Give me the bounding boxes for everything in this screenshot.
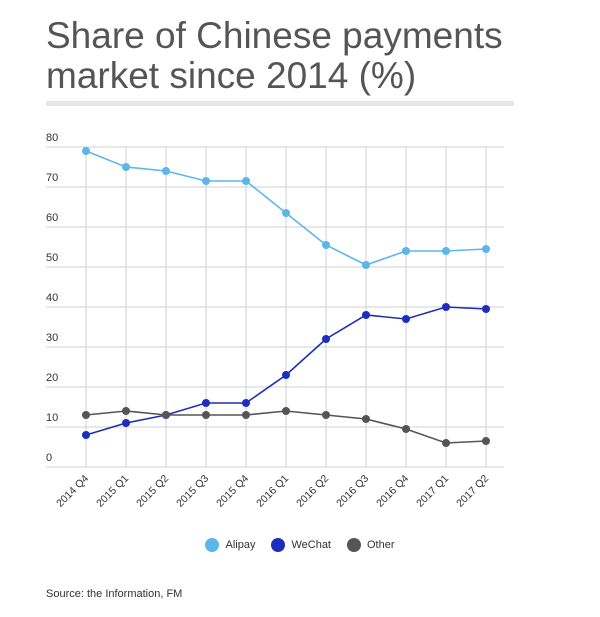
source-note: Source: the Information, FM <box>46 588 183 600</box>
x-tick-label: 2017 Q2 <box>454 473 491 510</box>
x-tick-label: 2016 Q4 <box>374 473 411 510</box>
y-tick-label: 40 <box>46 292 58 304</box>
x-axis-tick-labels: 2014 Q4 2015 Q1 2015 Q2 2015 Q3 2015 Q4 2016 … <box>54 473 491 510</box>
x-tick-label: 2016 Q2 <box>294 473 331 510</box>
y-tick-label: 0 <box>46 452 52 464</box>
data-point-other <box>442 439 450 447</box>
data-point-alipay <box>282 209 290 217</box>
legend-swatch <box>271 538 286 552</box>
x-tick-label: 2015 Q1 <box>94 473 131 510</box>
data-point-other <box>482 437 490 445</box>
y-tick-label: 30 <box>46 332 58 344</box>
x-tick-label: 2016 Q1 <box>254 473 291 510</box>
data-point-other <box>282 407 290 415</box>
legend-item-alipay: Alipay <box>205 538 255 552</box>
y-tick-label: 70 <box>46 172 58 184</box>
y-tick-label: 20 <box>46 372 58 384</box>
data-point-other <box>122 407 130 415</box>
data-point-wechat <box>362 311 370 319</box>
data-point-alipay <box>322 241 330 249</box>
data-point-alipay <box>162 167 170 175</box>
y-tick-label: 80 <box>46 132 58 144</box>
data-point-wechat <box>202 399 210 407</box>
data-point-alipay <box>122 163 130 171</box>
data-point-other <box>82 411 90 419</box>
series-lines <box>82 147 490 447</box>
y-axis-tick-labels: 0 10 20 30 40 50 60 70 80 <box>46 132 58 464</box>
legend-swatch <box>205 538 220 552</box>
legend-item-wechat: WeChat <box>271 538 331 552</box>
data-point-alipay <box>402 247 410 255</box>
chart-title: Share of Chinese payments market since 2… <box>46 15 503 96</box>
data-point-wechat <box>242 399 250 407</box>
x-tick-label: 2017 Q1 <box>414 473 451 510</box>
x-tick-label: 2015 Q4 <box>214 473 251 510</box>
data-point-wechat <box>282 371 290 379</box>
y-tick-label: 10 <box>46 412 58 424</box>
data-point-alipay <box>442 247 450 255</box>
legend-label: Alipay <box>225 539 256 551</box>
grid <box>46 146 504 468</box>
data-point-wechat <box>322 335 330 343</box>
title-underline <box>46 101 514 106</box>
data-point-other <box>202 411 210 419</box>
data-point-other <box>402 425 410 433</box>
x-tick-label: 2016 Q3 <box>334 473 371 510</box>
y-tick-label: 50 <box>46 252 58 264</box>
legend-swatch <box>347 538 361 552</box>
y-tick-label: 60 <box>46 212 58 224</box>
data-point-other <box>322 411 330 419</box>
series-other <box>82 407 490 447</box>
legend-item-other: Other <box>347 538 395 552</box>
data-point-alipay <box>362 261 370 269</box>
x-tick-label: 2014 Q4 <box>54 473 91 510</box>
data-point-alipay <box>242 177 250 185</box>
legend-label: Other <box>367 539 395 551</box>
data-point-wechat <box>482 305 490 313</box>
data-point-alipay <box>482 245 490 253</box>
data-point-wechat <box>442 303 450 311</box>
data-point-other <box>162 411 170 419</box>
legend: Alipay WeChat Other <box>0 538 600 552</box>
x-tick-label: 2015 Q3 <box>174 473 211 510</box>
series-alipay <box>82 147 490 269</box>
data-point-wechat <box>122 419 130 427</box>
data-point-wechat <box>402 315 410 323</box>
data-point-other <box>242 411 250 419</box>
data-point-alipay <box>202 177 210 185</box>
data-point-other <box>362 415 370 423</box>
data-point-wechat <box>82 431 90 439</box>
data-point-alipay <box>82 147 90 155</box>
x-tick-label: 2015 Q2 <box>134 473 171 510</box>
legend-label: WeChat <box>291 539 331 551</box>
